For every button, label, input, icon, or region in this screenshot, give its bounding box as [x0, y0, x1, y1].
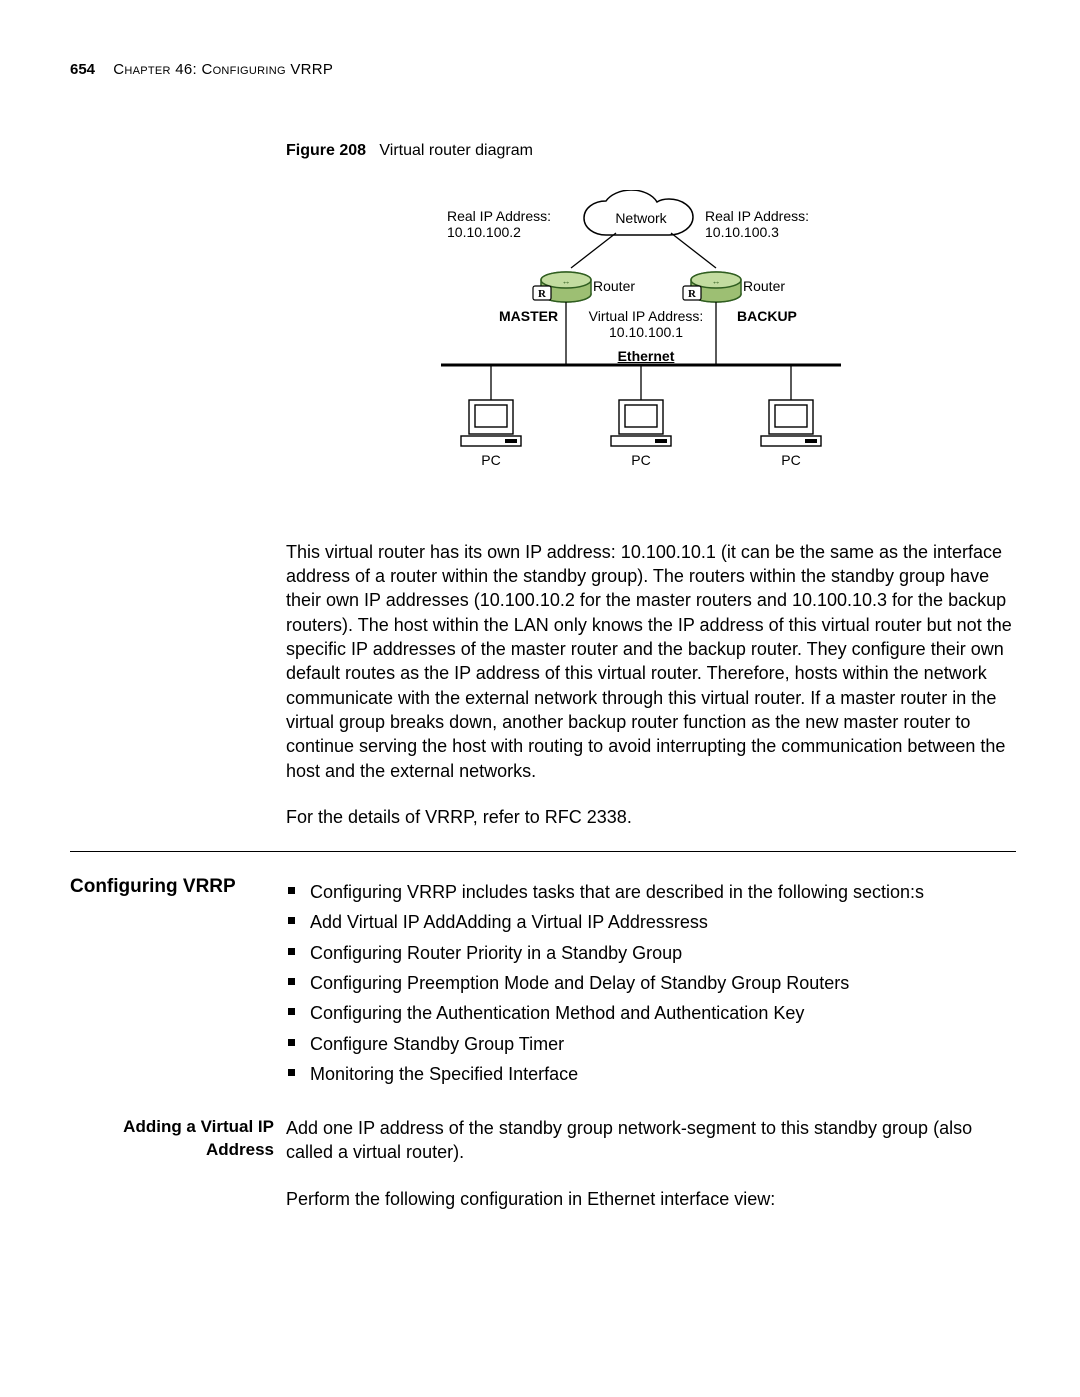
svg-text:R: R: [688, 288, 697, 300]
section-adding: Adding a Virtual IP Address Add one IP a…: [70, 1116, 1016, 1233]
section-configuring: Configuring VRRP Configuring VRRP includ…: [70, 874, 1016, 1108]
pc-label-3: PC: [776, 452, 806, 468]
adding-content: Add one IP address of the standby group …: [286, 1116, 1016, 1233]
body-para-1: This virtual router has its own IP addre…: [286, 540, 1016, 783]
pc-icon-3: [761, 400, 821, 446]
left-ip-value: 10.10.100.2: [447, 224, 567, 240]
list-item: Add Virtual IP AddAdding a Virtual IP Ad…: [286, 910, 1016, 934]
chapter-title: Chapter 46: Configuring VRRP: [113, 61, 333, 78]
svg-text:R: R: [538, 288, 547, 300]
list-item: Configuring Router Priority in a Standby…: [286, 941, 1016, 965]
figure-caption: Figure 208 Virtual router diagram: [286, 140, 1016, 162]
adding-para-2: Perform the following configuration in E…: [286, 1187, 1016, 1211]
virtual-ip-caption: Virtual IP Address:: [581, 308, 711, 324]
virtual-ip-value: 10.10.100.1: [581, 324, 711, 340]
network-diagram: ↔ R ↔ R: [401, 190, 901, 500]
adding-para-1: Add one IP address of the standby group …: [286, 1116, 1016, 1165]
list-item: Configure Standby Group Timer: [286, 1032, 1016, 1056]
list-item: Configuring the Authentication Method an…: [286, 1001, 1016, 1025]
pc-icon-2: [611, 400, 671, 446]
list-item: Configuring VRRP includes tasks that are…: [286, 880, 1016, 904]
adding-heading: Adding a Virtual IP Address: [70, 1116, 286, 1162]
adding-heading-line1: Adding a Virtual IP: [123, 1117, 274, 1136]
figure-block: Figure 208 Virtual router diagram ↔: [286, 140, 1016, 829]
figure-title: Virtual router diagram: [379, 142, 533, 159]
configuring-list: Configuring VRRP includes tasks that are…: [286, 880, 1016, 1086]
router-label-right: Router: [743, 278, 803, 294]
section-rule: [70, 851, 1016, 852]
master-label: MASTER: [499, 308, 579, 324]
body-para-2: For the details of VRRP, refer to RFC 23…: [286, 805, 1016, 829]
list-item: Configuring Preemption Mode and Delay of…: [286, 971, 1016, 995]
page: 654 Chapter 46: Configuring VRRP Figure …: [0, 0, 1080, 1397]
left-ip-caption: Real IP Address:: [447, 208, 567, 224]
adding-heading-line2: Address: [206, 1140, 274, 1159]
backup-label: BACKUP: [737, 308, 817, 324]
page-header: 654 Chapter 46: Configuring VRRP: [70, 60, 1016, 80]
page-number: 654: [70, 60, 95, 80]
configuring-heading: Configuring VRRP: [70, 874, 286, 900]
ethernet-label: Ethernet: [606, 348, 686, 364]
cloud-label: Network: [611, 210, 671, 226]
svg-text:↔: ↔: [712, 276, 721, 286]
pc-icon-1: [461, 400, 521, 446]
pc-label-2: PC: [626, 452, 656, 468]
list-item: Monitoring the Specified Interface: [286, 1062, 1016, 1086]
figure-label: Figure 208: [286, 142, 366, 159]
configuring-content: Configuring VRRP includes tasks that are…: [286, 874, 1016, 1108]
pc-label-1: PC: [476, 452, 506, 468]
router-label-left: Router: [593, 278, 653, 294]
svg-text:↔: ↔: [562, 276, 571, 286]
right-ip-value: 10.10.100.3: [705, 224, 825, 240]
right-ip-caption: Real IP Address:: [705, 208, 825, 224]
